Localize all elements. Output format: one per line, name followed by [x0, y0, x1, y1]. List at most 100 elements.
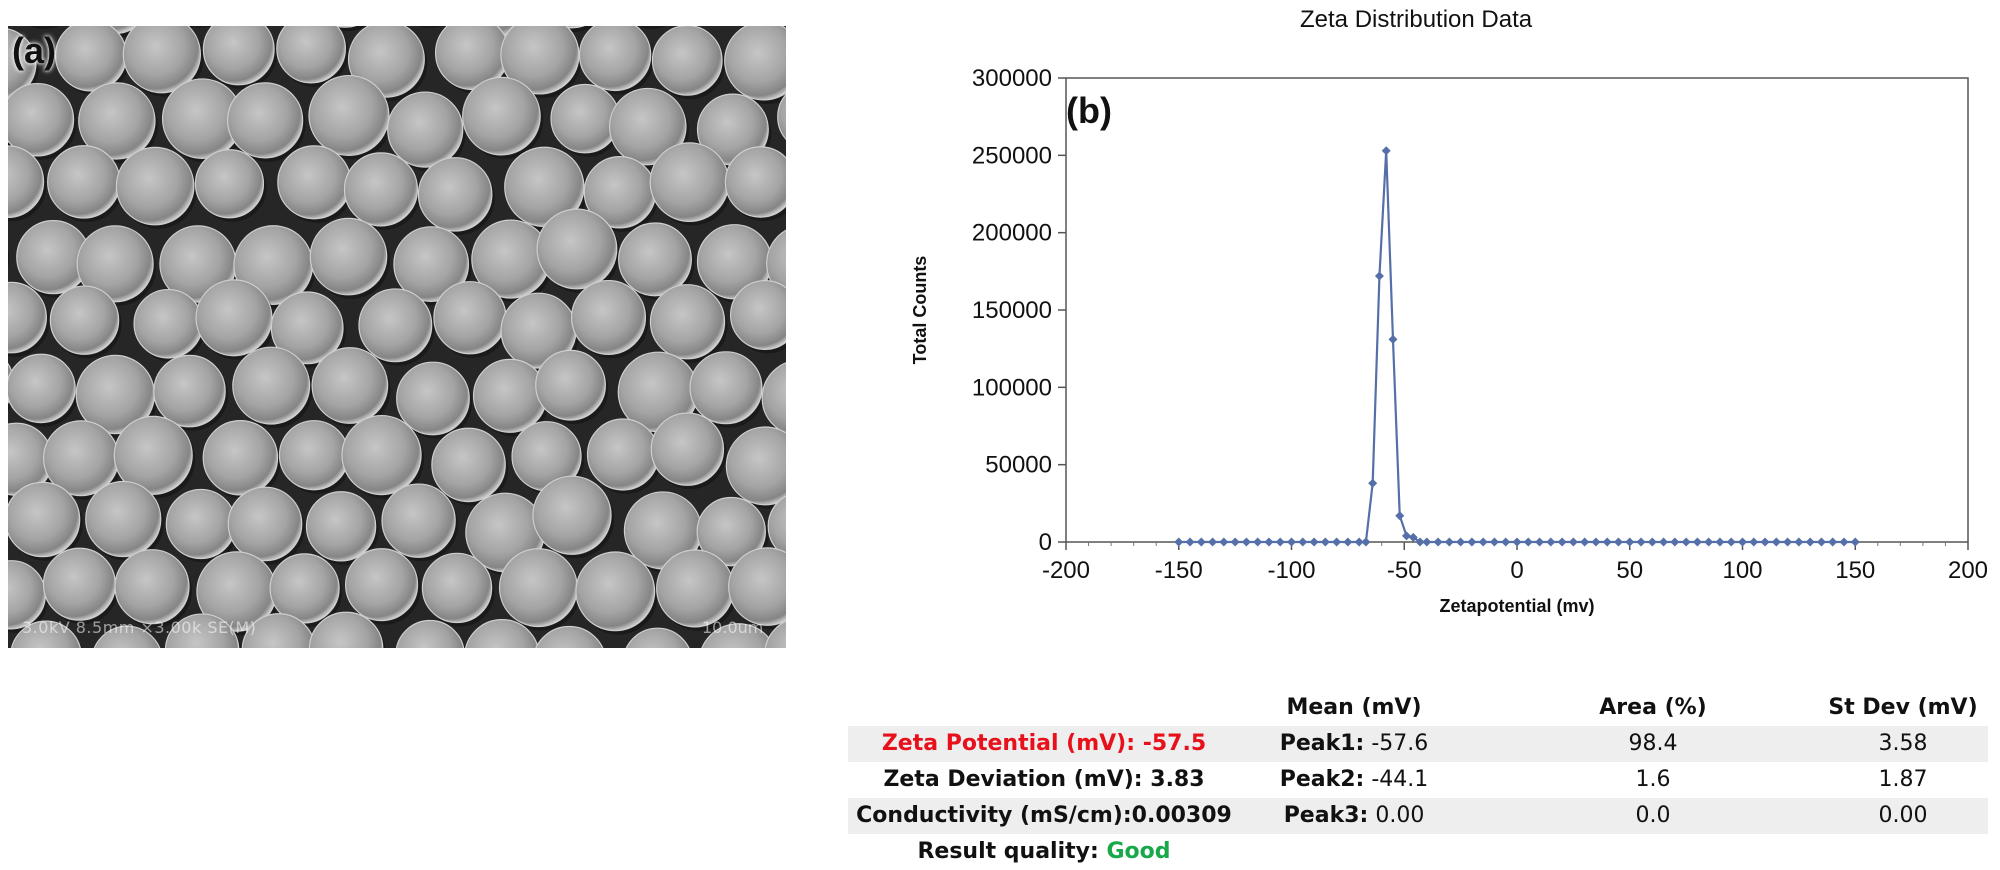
data-point [1354, 537, 1364, 547]
microsphere-particle [387, 91, 464, 168]
peak1-mean: Peak1: -57.6 [1240, 731, 1468, 756]
data-point [1174, 537, 1184, 547]
x-tick-label: 50 [1616, 557, 1643, 584]
particle-shadow [29, 26, 60, 30]
data-point [1332, 537, 1342, 547]
x-tick-label: 200 [1948, 557, 1988, 584]
microsphere-particle [393, 226, 470, 302]
microsphere-particle [8, 353, 76, 424]
data-point [1456, 537, 1466, 547]
microsphere-particle [766, 229, 786, 298]
data-point [1704, 537, 1714, 547]
data-point [1253, 537, 1263, 547]
microsphere-particle [689, 351, 763, 425]
x-tick-label: 0 [1510, 557, 1523, 584]
microsphere-particle [227, 486, 303, 562]
panel-b-label: (b) [1066, 90, 1112, 131]
microsphere-particle [728, 547, 786, 626]
data-point [1760, 537, 1770, 547]
data-point [1402, 531, 1412, 541]
data-point [1738, 537, 1747, 547]
x-tick-label: -100 [1267, 557, 1315, 584]
microsphere-particle [571, 279, 647, 355]
microsphere-particle [93, 625, 161, 648]
x-axis-label: Zetapotential (mv) [1439, 596, 1594, 616]
microsphere-particle [278, 420, 350, 491]
microsphere-particle [8, 145, 45, 218]
result-quality-label: Result quality: [917, 839, 1099, 864]
microsphere-particle [586, 418, 660, 491]
data-point [1512, 537, 1522, 547]
data-point [1264, 537, 1274, 547]
microsphere-particle [417, 157, 493, 232]
peak2-mean: Peak2: -44.1 [1240, 767, 1468, 792]
microsphere-particle [133, 288, 204, 359]
peak1-area: 98.4 [1628, 731, 1678, 756]
series-line [1178, 150, 1856, 544]
microsphere-particle [462, 76, 541, 156]
particle-shadow [418, 26, 442, 28]
microsphere-particle [194, 149, 265, 219]
data-point [1670, 537, 1680, 547]
result-quality: Result quality: Good [848, 839, 1240, 864]
data-point [1219, 537, 1229, 547]
peak3-area: 0.0 [1635, 803, 1671, 828]
y-tick-label: 200000 [972, 220, 1052, 247]
data-point [1591, 537, 1601, 547]
microsphere-particle [334, 26, 357, 28]
data-point [1196, 537, 1206, 547]
microsphere-particle [608, 87, 687, 166]
microsphere-particle [650, 412, 725, 486]
microsphere-particle [164, 613, 240, 648]
microsphere-particle [113, 415, 193, 495]
data-point [1388, 334, 1398, 344]
data-point [1805, 537, 1815, 547]
data-point [1535, 537, 1545, 547]
data-point [1625, 537, 1635, 547]
data-point [1298, 537, 1308, 547]
microsphere-particle [195, 279, 273, 357]
microsphere-particle [78, 82, 156, 160]
microsphere-particle [343, 152, 419, 227]
sem-image [8, 26, 786, 648]
y-tick-label: 300000 [972, 65, 1052, 92]
data-point [1343, 537, 1353, 547]
data-point [1444, 537, 1454, 547]
y-tick-label: 150000 [972, 297, 1052, 324]
microsphere-particle [381, 483, 456, 558]
microsphere-particle [8, 281, 47, 354]
data-point [1381, 146, 1391, 156]
microsphere-particle [764, 620, 786, 648]
data-point [1230, 537, 1240, 547]
zeta-deviation: Zeta Deviation (mV): 3.83 [848, 767, 1240, 792]
microsphere-particle [341, 414, 422, 496]
microsphere-particle [305, 491, 377, 562]
plot-frame [1065, 77, 1969, 543]
data-point [1636, 537, 1646, 547]
microsphere-particle [114, 549, 190, 625]
microsphere-particle [535, 625, 604, 648]
microsphere-particle [115, 146, 195, 226]
sem-scale-bar-label: 10.0um [702, 618, 764, 637]
microsphere-particle [202, 420, 279, 496]
header-mean: Mean (mV) [1286, 695, 1422, 720]
data-point [1320, 537, 1330, 547]
sem-info-text: 3.0kV 8.5mm ×3.00k SE(M) [22, 618, 257, 637]
microsphere-particle [8, 28, 37, 99]
peak3-mean: Peak3: 0.00 [1240, 803, 1468, 828]
peak2-area: 1.6 [1635, 767, 1671, 792]
microsphere-particle [701, 623, 776, 648]
table-header-row: Mean (mV) Area (%) St Dev (mV) [848, 690, 1988, 726]
microsphere-particle [550, 83, 620, 154]
y-tick-label: 0 [1039, 529, 1052, 556]
data-point [1816, 537, 1826, 547]
header-area: Area (%) [1599, 695, 1707, 720]
data-point [1568, 537, 1578, 547]
data-point [1478, 537, 1488, 547]
conductivity: Conductivity (mS/cm):0.00309 [848, 803, 1240, 828]
data-point [1374, 271, 1384, 281]
microsphere-particle [724, 26, 786, 101]
microsphere-particle [85, 480, 162, 558]
data-point [1602, 537, 1612, 547]
microsphere-particle [725, 426, 786, 506]
